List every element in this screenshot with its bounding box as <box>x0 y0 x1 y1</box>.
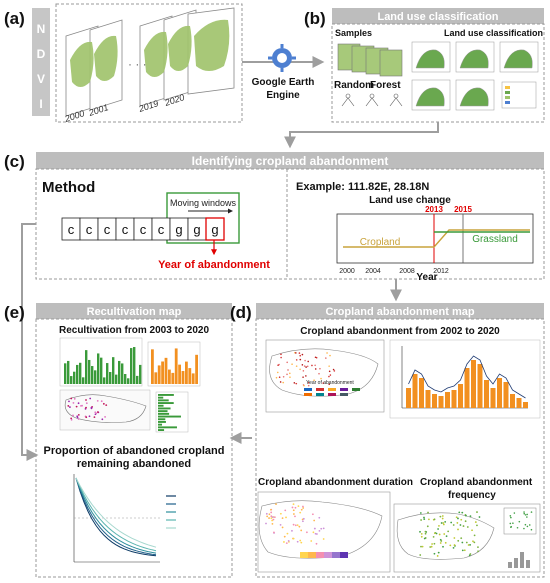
x-tick-2008: 2008 <box>399 268 415 275</box>
classification-label: Land use classification <box>444 28 543 38</box>
ndvi-letter-d: D <box>37 47 46 61</box>
x-axis-label: Year <box>416 272 437 283</box>
samples-label: Samples <box>335 28 372 38</box>
recultivation-yearly-bars <box>151 348 198 384</box>
sequence-letter: g <box>193 222 200 237</box>
land-use-change-chart: Cropland Grassland <box>336 213 534 264</box>
panel-d-header <box>256 303 544 319</box>
cropland-label: Cropland <box>360 237 401 248</box>
panel-c-title: Identifying cropland abandonment <box>192 154 389 168</box>
sequence-letter: c <box>122 222 129 237</box>
panel-a: (a) N D V I · · · 2000 2001 2019 2020 <box>4 3 243 124</box>
land-use-change-label: Land use change <box>369 195 451 206</box>
sequence-letter: c <box>104 222 111 237</box>
gee-label-line2: Engine <box>266 90 300 101</box>
year-legend <box>304 388 360 396</box>
panel-c-label: (c) <box>4 152 25 171</box>
frequency-title-line2: frequency <box>448 490 496 501</box>
panel-e-label: (e) <box>4 303 25 322</box>
duration-map-frame <box>257 491 391 573</box>
gee-logo <box>268 44 296 72</box>
duration-color-ramp <box>300 552 348 558</box>
abandonment-rate-line <box>408 355 526 399</box>
ndvi-letter-i: I <box>39 97 42 111</box>
panel-b-label: (b) <box>304 9 326 28</box>
frequency-mini-bars <box>508 552 530 568</box>
forest-label: Forest <box>370 80 401 91</box>
recultivation-map-dots <box>67 397 108 421</box>
panel-a-label: (a) <box>4 9 25 28</box>
sequence-letter: g <box>211 222 218 237</box>
panel-b-header <box>332 8 544 24</box>
sequence-letter: g <box>175 222 182 237</box>
x-tick-2012: 2012 <box>433 268 449 275</box>
marker-2015: 2015 <box>454 205 472 214</box>
recultivation-histogram <box>64 347 142 384</box>
random-label: Random <box>334 80 374 91</box>
panel-b: (b) Land use classification Samples Land… <box>304 8 545 123</box>
classification-legend <box>505 86 510 104</box>
abandonment-map-dots <box>275 351 336 387</box>
year-of-abandonment-label: Year of abandonment <box>158 259 270 271</box>
marker-2013: 2013 <box>425 205 443 214</box>
grassland-label: Grassland <box>472 234 518 245</box>
frequency-title-line1: Cropland abandonment <box>420 477 533 488</box>
panel-e-frame <box>35 318 233 578</box>
random-forest-trees <box>341 93 403 107</box>
ndvi-letter-n: N <box>37 22 46 36</box>
moving-windows-label: Moving windows <box>170 198 237 208</box>
panel-d-frame <box>255 318 545 578</box>
panel-d-title: Cropland abandonment map <box>325 306 474 318</box>
panel-e: (e) Recultivation map Recultivation from… <box>4 303 233 578</box>
proportion-title-line1: Proportion of abandoned cropland <box>44 445 225 457</box>
panel-c: (c) Identifying cropland abandonment Met… <box>4 152 545 283</box>
arrow-b-to-c <box>284 122 439 149</box>
panel-e-title: Recultivation map <box>87 306 182 318</box>
survival-legend <box>166 495 176 529</box>
arrow-c-to-e <box>21 223 39 461</box>
abandonment-subtitle: Cropland abandonment from 2002 to 2020 <box>300 326 500 337</box>
abandonment-cell-highlight <box>205 217 225 241</box>
recultivation-subtitle: Recultivation from 2003 to 2020 <box>59 325 209 336</box>
sequence-letter: c <box>140 222 147 237</box>
panel-b-title: Land use classification <box>377 11 498 23</box>
duration-title: Cropland abandonment duration <box>258 477 413 488</box>
ndvi-side-bar <box>32 8 50 116</box>
sequence-letter: c <box>158 222 165 237</box>
recultivation-horizontal-bars <box>158 394 181 431</box>
example-label: Example: 111.82E, 28.18N <box>296 181 429 193</box>
abandonment-bars <box>406 360 528 408</box>
panel-c-header <box>36 152 544 169</box>
legend-title: Year of abandonment <box>306 380 354 386</box>
panel-d-label: (d) <box>230 303 252 322</box>
x-tick-2000: 2000 <box>339 268 355 275</box>
gee-label-line1: Google Earth <box>252 77 315 88</box>
survival-curves-chart <box>73 474 160 563</box>
panel-d: (d) Cropland abandonment map Cropland ab… <box>230 303 545 578</box>
frequency-map-dots <box>419 511 481 557</box>
method-label: Method <box>42 179 95 196</box>
sequence-letter: c <box>86 222 93 237</box>
proportion-title-line2: remaining abandoned <box>77 458 191 470</box>
ndvi-dots: · · · <box>128 57 147 71</box>
sequence-letter: c <box>68 222 75 237</box>
duration-map-dots <box>265 503 325 545</box>
ndvi-letter-v: V <box>37 72 45 86</box>
ndvi-vegetation <box>70 19 230 87</box>
x-tick-2004: 2004 <box>365 268 381 275</box>
samples-stack <box>337 43 403 77</box>
land-use-series-line <box>343 229 530 248</box>
classification-maps <box>411 41 539 111</box>
panel-e-header <box>36 303 232 319</box>
